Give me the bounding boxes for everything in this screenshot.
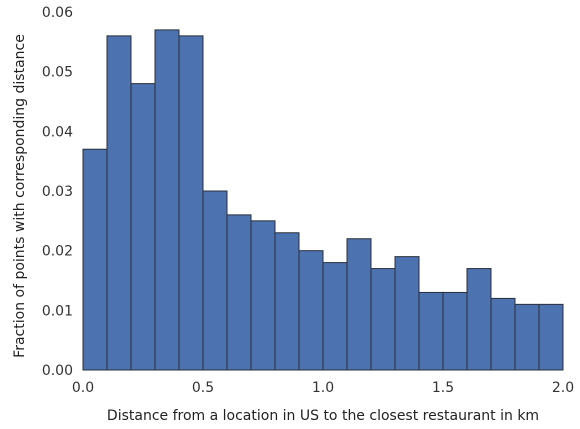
histogram-bar: [346, 238, 372, 371]
x-tick-label: 1.5: [432, 380, 454, 396]
x-tick-labels: 0.0 0.5 1.0 1.5 2.0: [72, 380, 574, 396]
y-tick-label: 0.04: [42, 124, 73, 140]
histogram-bar: [298, 250, 324, 371]
histogram-bar: [130, 83, 156, 371]
x-tick-label: 1.0: [312, 380, 334, 396]
x-tick-label: 0.0: [72, 380, 94, 396]
histogram-bar: [178, 35, 204, 371]
histogram-bar: [250, 220, 276, 371]
histogram-bar: [274, 232, 300, 371]
histogram-bar: [154, 29, 180, 371]
y-tick-label: 0.05: [42, 65, 73, 81]
histogram-bar: [538, 303, 564, 371]
histogram-bar: [418, 291, 444, 371]
y-axis-label: Fraction of points with corresponding di…: [12, 34, 28, 358]
histogram-bar: [514, 303, 540, 371]
histogram-bar: [466, 268, 492, 371]
y-tick-labels: 0.00 0.01 0.02 0.03 0.04 0.05 0.06: [42, 5, 73, 379]
histogram-bar: [442, 291, 468, 371]
x-axis-label: Distance from a location in US to the cl…: [107, 408, 539, 424]
y-tick-label: 0.01: [42, 303, 73, 319]
histogram-bar: [490, 297, 516, 371]
x-tick-label: 2.0: [552, 380, 574, 396]
histogram-bar: [82, 148, 108, 371]
bars-group: [82, 29, 564, 371]
histogram-bar: [322, 262, 348, 371]
y-tick-label: 0.00: [42, 363, 73, 379]
y-tick-label: 0.03: [42, 184, 73, 200]
y-tick-label: 0.02: [42, 244, 73, 260]
histogram-bar: [226, 214, 252, 371]
histogram-bar: [106, 35, 132, 371]
histogram-bar: [394, 256, 420, 371]
x-tick-label: 0.5: [192, 380, 214, 396]
histogram-bar: [202, 190, 228, 371]
histogram-bar: [370, 268, 396, 371]
y-tick-label: 0.06: [42, 5, 73, 21]
